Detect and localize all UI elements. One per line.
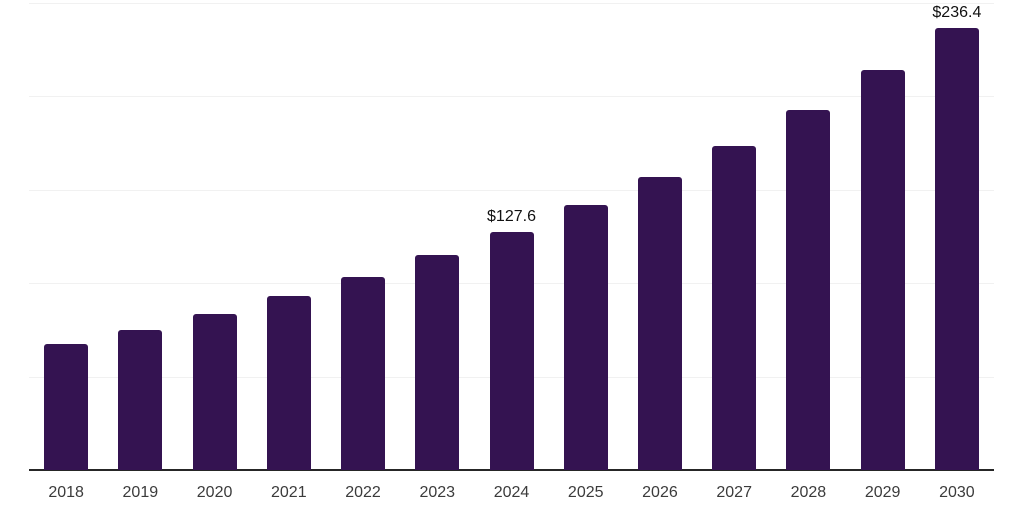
data-label-2024: $127.6	[487, 207, 536, 225]
x-axis-label-2023: 2023	[419, 484, 456, 501]
x-axis-label-2022: 2022	[345, 484, 381, 501]
x-axis-label-2029: 2029	[864, 484, 901, 501]
bar-2022	[341, 276, 386, 470]
x-axis-label-2019: 2019	[122, 484, 159, 501]
bar-2026	[637, 177, 682, 470]
gridline-150	[29, 189, 994, 191]
x-axis-label-2021: 2021	[271, 484, 307, 501]
x-axis-label-2030: 2030	[939, 484, 975, 501]
bar-2024	[489, 231, 534, 470]
bar-2029	[860, 70, 905, 470]
x-axis-label-2027: 2027	[716, 484, 752, 501]
bar-2019	[118, 329, 163, 470]
bar-2030	[934, 28, 979, 470]
bar-2018	[44, 343, 89, 470]
x-axis-line	[29, 469, 994, 471]
bar-2025	[563, 204, 608, 470]
bar-2027	[712, 145, 757, 470]
gridline-250	[29, 3, 994, 4]
x-axis-label-2025: 2025	[567, 484, 604, 501]
x-axis-label-2018: 2018	[48, 484, 84, 501]
x-axis-label-2024: 2024	[493, 484, 530, 501]
bar-2028	[786, 109, 831, 470]
x-axis-label-2020: 2020	[196, 484, 233, 501]
x-axis-label-2028: 2028	[790, 484, 827, 501]
plot-area: 2018 2019 2020 2021 2022 2023 $127.6 2024 2025 20…	[29, 0, 994, 512]
bar-2021	[266, 295, 311, 470]
data-label-2030: $236.4	[932, 4, 982, 22]
bar-2023	[415, 255, 460, 470]
x-axis-label-2026: 2026	[642, 484, 678, 501]
bar-2020	[192, 313, 237, 470]
gridline-200	[29, 96, 994, 98]
